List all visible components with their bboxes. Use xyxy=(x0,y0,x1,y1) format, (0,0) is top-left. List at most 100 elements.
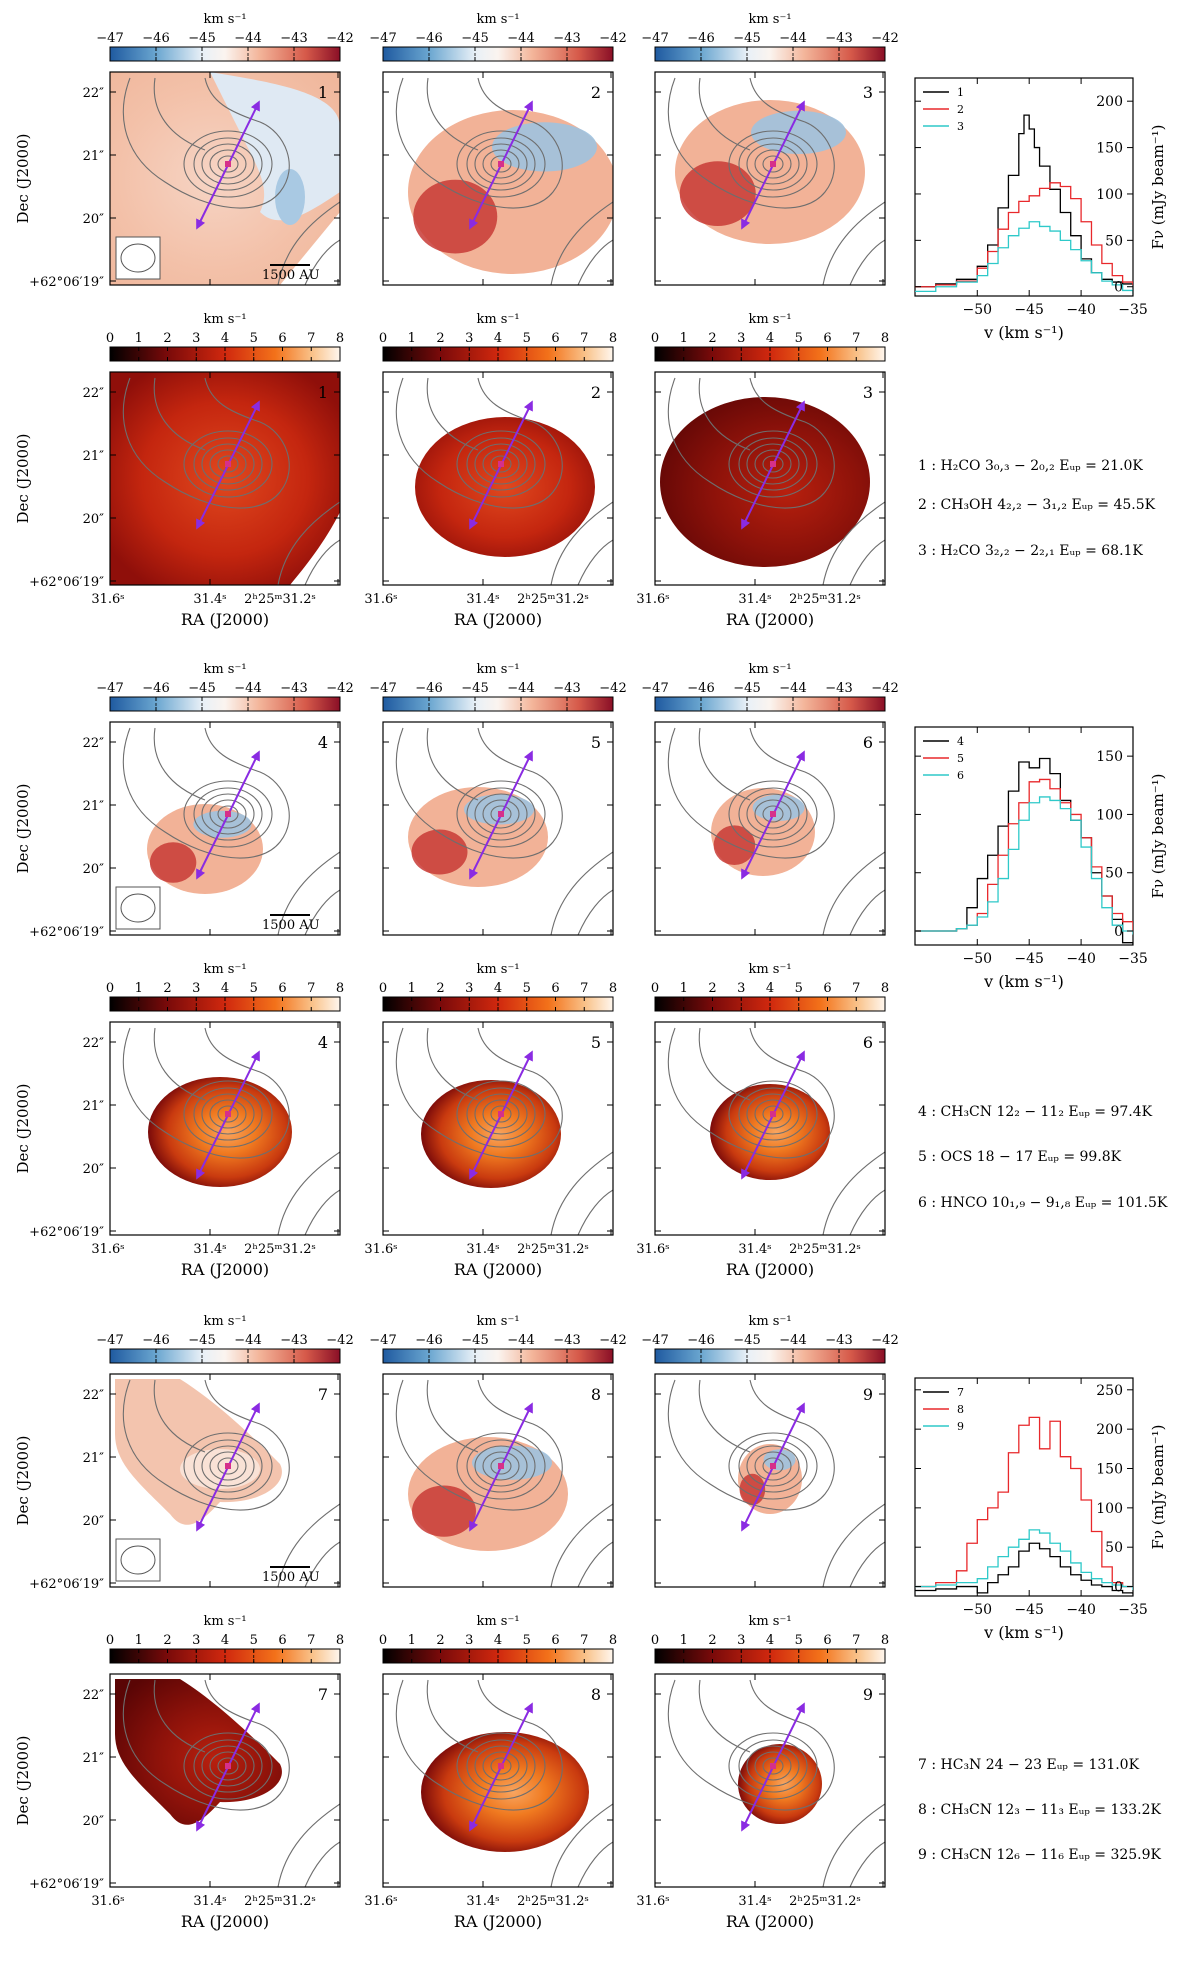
spectrum-series-6 xyxy=(915,796,1133,935)
dec-tick-label: 21″ xyxy=(83,799,105,814)
panel-number: 5 xyxy=(591,733,601,752)
ra-axis-label: RA (J2000) xyxy=(454,610,542,629)
scale-bar-label: 1500 AU xyxy=(262,1570,320,1585)
source-marker xyxy=(770,1111,776,1117)
panel-frame xyxy=(382,1673,614,1888)
colorbar-tick-label: 3 xyxy=(192,1633,200,1648)
dec-tick-label: 22″ xyxy=(83,86,105,101)
source-marker xyxy=(225,461,231,467)
contour-edge xyxy=(822,1151,885,1235)
dec-tick-label: 22″ xyxy=(83,736,105,751)
colorbar-tick-label: −46 xyxy=(142,1333,169,1348)
ra-tick-label: 2ʰ25ᵐ31.2ˢ xyxy=(244,592,316,607)
colorbar-tick-label: 6 xyxy=(551,331,559,346)
source-marker xyxy=(498,1763,504,1769)
colorbar-tick-label: 6 xyxy=(823,981,831,996)
colorbar-tick-label: 2 xyxy=(163,1633,171,1648)
panel-number: 2 xyxy=(591,83,601,102)
dec-tick-label: 20″ xyxy=(83,212,105,227)
colorbar-tick-label: 2 xyxy=(163,981,171,996)
legend-entry: 9 xyxy=(957,1420,964,1433)
colorbar-units: km s⁻¹ xyxy=(203,662,246,677)
contour-arc xyxy=(426,77,479,151)
spectrum-x-label: v (km s⁻¹) xyxy=(983,323,1064,342)
dec-tick-label: 20″ xyxy=(83,862,105,877)
colorbar-tick-label: 5 xyxy=(795,1633,803,1648)
x-tick-label: −35 xyxy=(1118,1602,1148,1618)
colorbar xyxy=(109,46,341,62)
contour-edge xyxy=(577,1189,613,1235)
x-tick-label: −45 xyxy=(1014,951,1044,967)
dec-tick-label: 22″ xyxy=(83,386,105,401)
spectrum-panel: 4 5 6 −50 −45 −40 −35 0 50 100 150 v (km s⁻¹) Fν (mJ… xyxy=(914,726,1167,991)
source-marker xyxy=(498,461,504,467)
colorbar-units: km s⁻¹ xyxy=(748,12,791,27)
colorbar-tick-label: −47 xyxy=(96,1333,123,1348)
map-panel: −47 −46 −45 −44 −43 −42 km s⁻¹ 1 1500 AU 22″ 21″ 20… xyxy=(14,12,354,290)
colorbar-tick-label: −44 xyxy=(234,31,261,46)
ra-tick-label: 31.6ˢ xyxy=(636,592,669,607)
colorbar-tick-label: 2 xyxy=(436,1633,444,1648)
colorbar-units: km s⁻¹ xyxy=(748,662,791,677)
contour-edge xyxy=(577,239,613,285)
map-content xyxy=(667,1379,885,1587)
dec-tick-label: +62°06′19″ xyxy=(29,1877,104,1892)
contour-edge xyxy=(550,1803,613,1887)
x-tick-label: −45 xyxy=(1014,1602,1044,1618)
contour-edge xyxy=(822,501,885,585)
dispersion-map xyxy=(110,372,340,585)
spectrum-series-3 xyxy=(915,221,1133,295)
dec-tick-label: 22″ xyxy=(83,1388,105,1403)
scale-bar-label: 1500 AU xyxy=(262,918,320,933)
panel-frame xyxy=(109,71,341,286)
ra-axis-label: RA (J2000) xyxy=(726,610,814,629)
ra-tick-label: 2ʰ25ᵐ31.2ˢ xyxy=(517,592,589,607)
colorbar-tick-label: 3 xyxy=(737,1633,745,1648)
contour-edge xyxy=(304,889,340,935)
y-tick-label: 50 xyxy=(1105,233,1123,249)
map-content xyxy=(667,1679,885,1887)
dec-tick-label: 20″ xyxy=(83,512,105,527)
spectrum-panel: 1 2 3 −50 −45 −40 −35 0 50 100 150 200 v (km s⁻¹) Fν … xyxy=(914,77,1167,342)
contour-edge xyxy=(304,1541,340,1587)
colorbar-tick-label: 7 xyxy=(580,981,588,996)
panel-number: 6 xyxy=(863,1033,873,1052)
panel-frame xyxy=(382,1373,614,1588)
colorbar-tick-label: 7 xyxy=(852,1633,860,1648)
colorbar-tick-label: 2 xyxy=(436,331,444,346)
map-panel: 0 1 2 3 4 5 6 7 8 km s⁻¹ 2 31.6ˢ 31.4ˢ 2ʰ25ᵐ31.2ˢ RA (… xyxy=(364,312,617,629)
colorbar-tick-label: −44 xyxy=(234,681,261,696)
colorbar-tick-label: −46 xyxy=(687,681,714,696)
blue-region xyxy=(275,169,305,225)
colorbar-tick-label: 8 xyxy=(609,331,617,346)
map-panel: −47 −46 −45 −44 −43 −42 km s⁻¹ 4 1500 AU 22″ 21″ 20… xyxy=(14,662,354,940)
y-tick-label: 0 xyxy=(1114,280,1123,296)
contour-arc xyxy=(426,727,479,801)
ra-tick-label: 31.4ˢ xyxy=(466,1894,499,1909)
colorbar-tick-label: −44 xyxy=(507,31,534,46)
legend-entry: 8 xyxy=(957,1403,964,1416)
colorbar-tick-label: −42 xyxy=(326,31,353,46)
contour-arc xyxy=(153,1379,206,1453)
spectrum-x-label: v (km s⁻¹) xyxy=(983,972,1064,991)
x-tick-label: −40 xyxy=(1066,302,1096,318)
ra-axis-label: RA (J2000) xyxy=(181,1260,269,1279)
ra-tick-label: 31.6ˢ xyxy=(91,592,124,607)
colorbar-tick-label: 7 xyxy=(307,981,315,996)
panel-number: 9 xyxy=(863,1385,873,1404)
ra-tick-label: 31.4ˢ xyxy=(193,1894,226,1909)
colorbar-tick-label: 5 xyxy=(250,1633,258,1648)
contour-edge xyxy=(577,889,613,935)
ra-tick-label: 31.4ˢ xyxy=(738,1894,771,1909)
map-content xyxy=(115,1379,340,1587)
map-panel: −47 −46 −45 −44 −43 −42 km s⁻¹ 2 xyxy=(369,12,627,286)
panel-frame xyxy=(654,71,886,286)
contour-edge xyxy=(849,1841,885,1887)
colorbar-units: km s⁻¹ xyxy=(748,312,791,327)
y-tick-label: 100 xyxy=(1096,187,1123,203)
colorbar-tick-label: 3 xyxy=(192,331,200,346)
panel-number: 8 xyxy=(591,1685,601,1704)
beam-box xyxy=(115,886,161,930)
map-panel: 0 1 2 3 4 5 6 7 8 km s⁻¹ 9 31.6ˢ 31.4ˢ 2ʰ25ᵐ31.2ˢ RA (… xyxy=(636,1614,889,1931)
